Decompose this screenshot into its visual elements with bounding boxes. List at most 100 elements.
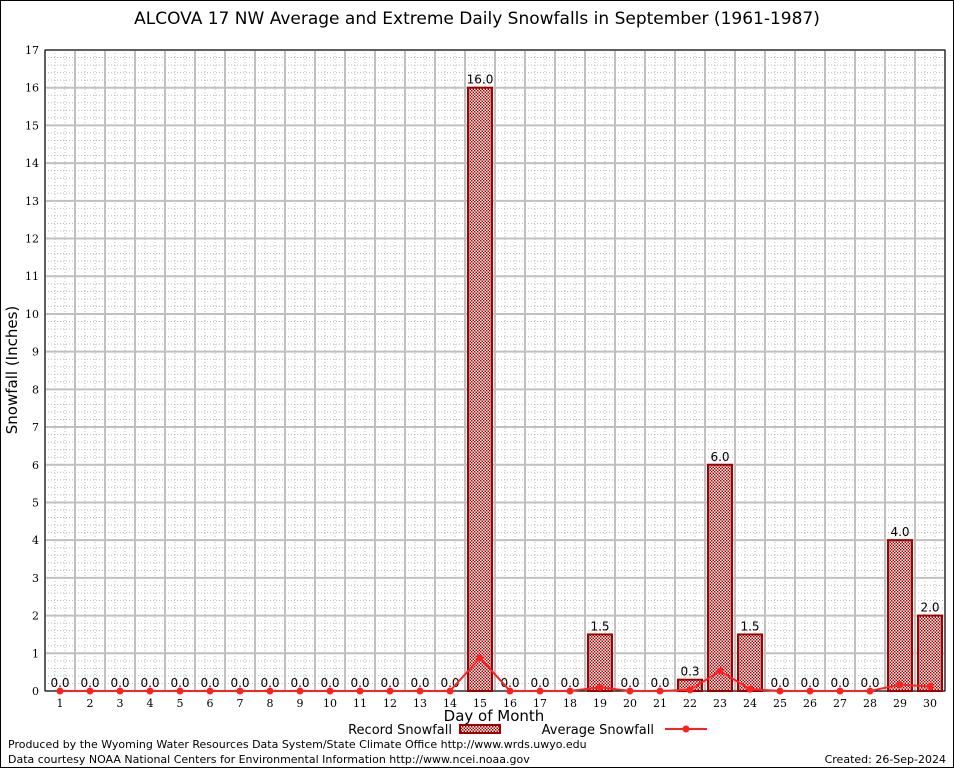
average-point: [896, 681, 904, 689]
average-point: [566, 687, 574, 695]
x-tick-label: 11: [353, 697, 367, 710]
x-tick-label: 24: [743, 697, 757, 710]
y-tick-label: 12: [25, 233, 39, 246]
y-tick-label: 1: [32, 647, 39, 660]
y-tick-label: 15: [25, 119, 39, 132]
y-tick-label: 13: [25, 195, 39, 208]
x-tick-label: 17: [533, 697, 547, 710]
average-point: [206, 687, 214, 695]
bar-value-label: 0.0: [50, 676, 69, 690]
x-tick-label: 27: [833, 697, 847, 710]
bar-value-label: 0.0: [110, 676, 129, 690]
x-tick-label: 21: [653, 697, 667, 710]
y-tick-label: 14: [25, 157, 39, 170]
bar-value-label: 0.0: [410, 676, 429, 690]
bar-value-label: 0.0: [530, 676, 549, 690]
x-tick-label: 15: [473, 697, 487, 710]
x-tick-label: 16: [503, 697, 517, 710]
x-tick-label: 30: [923, 697, 937, 710]
y-axis-label: Snowfall (Inches): [3, 306, 21, 434]
average-point: [176, 687, 184, 695]
record-bar: [707, 463, 733, 692]
record-bar: [917, 614, 943, 693]
bar-value-label: 1.5: [590, 619, 609, 633]
bar-value-label: 0.0: [770, 676, 789, 690]
bar-value-label: 16.0: [467, 73, 494, 87]
average-point: [596, 683, 604, 691]
average-point: [386, 687, 394, 695]
x-tick-label: 9: [297, 697, 304, 710]
x-tick-label: 26: [803, 697, 817, 710]
y-tick-label: 3: [32, 572, 39, 585]
y-tick-label: 17: [25, 44, 39, 57]
bar-value-label: 0.0: [170, 676, 189, 690]
x-tick-label: 12: [383, 697, 397, 710]
x-tick-label: 5: [177, 697, 184, 710]
record-bar: [467, 86, 493, 693]
footer-courtesy: Data courtesy NOAA National Centers for …: [8, 753, 530, 766]
x-tick-label: 1: [57, 697, 64, 710]
average-point: [146, 687, 154, 695]
footer-created: Created: 26-Sep-2024: [824, 753, 946, 766]
bar-value-label: 0.0: [860, 676, 879, 690]
chart-title: ALCOVA 17 NW Average and Extreme Daily S…: [134, 9, 820, 29]
bar-value-label: 0.0: [830, 676, 849, 690]
legend-record-label: Record Snowfall: [348, 723, 452, 738]
bar-value-label: 0.0: [230, 676, 249, 690]
legend-record-swatch: [459, 724, 501, 734]
bar-value-label: 0.0: [140, 676, 159, 690]
record-bar: [887, 539, 913, 692]
bar-value-label: 1.5: [740, 619, 759, 633]
bar-value-label: 0.3: [680, 665, 699, 679]
bar-value-label: 0.0: [320, 676, 339, 690]
average-point: [116, 687, 124, 695]
y-tick-label: 0: [32, 685, 39, 698]
bar-value-label: 2.0: [920, 601, 939, 615]
average-point: [236, 687, 244, 695]
average-point: [266, 687, 274, 695]
x-tick-label: 20: [623, 697, 637, 710]
x-tick-label: 13: [413, 697, 427, 710]
x-tick-label: 7: [237, 697, 244, 710]
average-point: [866, 687, 874, 695]
x-tick-label: 4: [147, 697, 154, 710]
x-tick-label: 19: [593, 697, 607, 710]
average-point: [746, 685, 754, 693]
y-tick-label: 11: [25, 270, 39, 283]
average-point: [506, 687, 514, 695]
y-tick-label: 5: [32, 496, 39, 509]
bar-value-label: 0.0: [800, 676, 819, 690]
average-point: [356, 687, 364, 695]
x-tick-label: 29: [893, 697, 907, 710]
average-point: [926, 682, 934, 690]
x-tick-label: 2: [87, 697, 94, 710]
x-tick-label: 25: [773, 697, 787, 710]
average-point: [56, 687, 64, 695]
x-tick-label: 18: [563, 697, 577, 710]
y-tick-label: 8: [32, 383, 39, 396]
y-tick-label: 4: [32, 534, 39, 547]
x-tick-label: 8: [267, 697, 274, 710]
average-point: [416, 687, 424, 695]
legend-average-marker: [682, 725, 690, 733]
bar-value-label: 0.0: [560, 676, 579, 690]
average-line: [60, 656, 931, 692]
average-point: [686, 686, 694, 694]
x-tick-label: 28: [863, 697, 877, 710]
x-tick-label: 23: [713, 697, 727, 710]
x-tick-label: 10: [323, 697, 337, 710]
x-tick-label: 14: [443, 697, 457, 710]
record-bar: [737, 633, 763, 692]
average-point: [806, 687, 814, 695]
x-tick-label: 6: [207, 697, 214, 710]
bar-value-label: 0.0: [620, 676, 639, 690]
record-bar: [587, 633, 613, 692]
y-tick-label: 2: [32, 610, 39, 623]
x-tick-label: 22: [683, 697, 697, 710]
y-tick-label: 9: [32, 346, 39, 359]
legend-average-label: Average Snowfall: [542, 723, 654, 738]
bar-value-label: 0.0: [350, 676, 369, 690]
y-tick-label: 16: [25, 82, 39, 95]
average-point: [446, 687, 454, 695]
